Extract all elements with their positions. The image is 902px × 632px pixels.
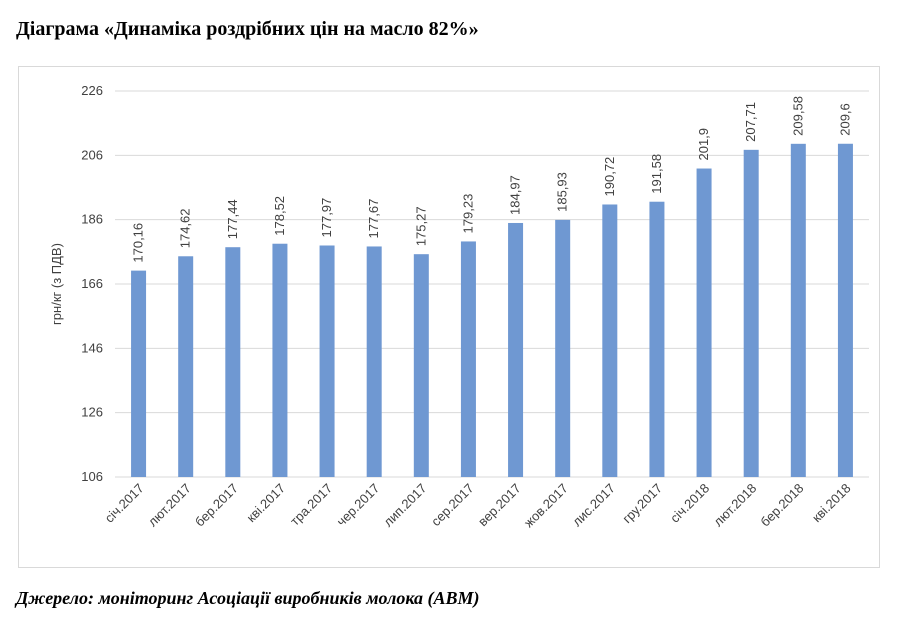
bar	[602, 204, 618, 477]
data-label: 177,44	[225, 199, 240, 239]
x-tick-label: гру.2017	[619, 481, 665, 527]
bar-chart: 106 126 146 166 186 206 226 170,16 174,62 177,44…	[49, 83, 869, 531]
data-label: 184,97	[508, 175, 523, 215]
y-tick-label: 186	[81, 212, 103, 227]
x-tick-label: січ.2017	[102, 481, 147, 526]
x-tick-label: кві.2017	[244, 481, 289, 526]
bar	[366, 246, 382, 477]
bar	[696, 168, 712, 477]
y-tick-label: 206	[81, 147, 103, 162]
data-label: 177,97	[319, 198, 334, 238]
data-label: 178,52	[272, 196, 287, 236]
source-note: Джерело: моніторинг Асоціації виробників…	[16, 588, 480, 608]
data-label: 170,16	[131, 223, 146, 263]
x-tick-label: лют.2017	[145, 481, 194, 530]
bar	[225, 247, 241, 477]
bar	[131, 270, 147, 477]
bar	[837, 143, 853, 477]
grid-lines	[115, 90, 869, 478]
bar	[555, 219, 571, 477]
data-label: 209,6	[837, 103, 852, 136]
y-tick-label: 166	[81, 276, 103, 291]
y-axis-ticks: 106 126 146 166 186 206 226	[81, 83, 103, 484]
data-label: 191,58	[649, 154, 664, 194]
data-label: 175,27	[413, 206, 428, 246]
data-label: 207,71	[743, 102, 758, 142]
data-label: 174,62	[178, 209, 193, 249]
y-tick-label: 226	[81, 83, 103, 98]
data-label: 177,67	[366, 199, 381, 239]
bar	[508, 222, 524, 477]
x-tick-label: січ.2018	[667, 481, 712, 526]
y-axis-title: грн/кг (з ПДВ)	[49, 243, 64, 325]
x-tick-label: чер.2017	[334, 481, 383, 530]
bar	[649, 201, 665, 478]
data-label: 190,72	[602, 157, 617, 197]
x-tick-label: тра.2017	[287, 481, 335, 529]
x-tick-label: вер.2017	[475, 481, 524, 530]
data-label: 185,93	[555, 172, 570, 212]
bar	[319, 245, 335, 477]
x-tick-label: жов.2017	[521, 481, 571, 531]
data-label: 201,9	[696, 128, 711, 161]
y-tick-label: 146	[81, 340, 103, 355]
x-tick-label: лис.2017	[569, 481, 618, 530]
data-labels: 170,16 174,62 177,44 178,52 177,97 177,67 175,…	[131, 96, 853, 263]
bar	[413, 254, 429, 477]
data-label: 209,58	[790, 96, 805, 136]
x-tick-label: сер.2017	[428, 481, 476, 529]
x-tick-label: лют.2018	[710, 481, 759, 530]
bar	[178, 256, 194, 477]
bar	[743, 149, 759, 477]
bars	[131, 143, 853, 478]
y-tick-label: 126	[81, 405, 103, 420]
bar	[272, 243, 288, 477]
x-tick-label: кві.2018	[809, 481, 854, 526]
chart-frame: 106 126 146 166 186 206 226 170,16 174,62 177,44…	[18, 66, 880, 568]
y-tick-label: 106	[81, 469, 103, 484]
x-tick-label: бер.2017	[192, 481, 241, 530]
x-tick-label: бер.2018	[757, 481, 806, 530]
data-label: 179,23	[460, 194, 475, 234]
page-title: Діаграма «Динаміка роздрібних цін на мас…	[16, 18, 479, 40]
x-tick-label: лип.2017	[380, 481, 429, 530]
bar	[460, 241, 476, 477]
bar	[790, 143, 806, 477]
